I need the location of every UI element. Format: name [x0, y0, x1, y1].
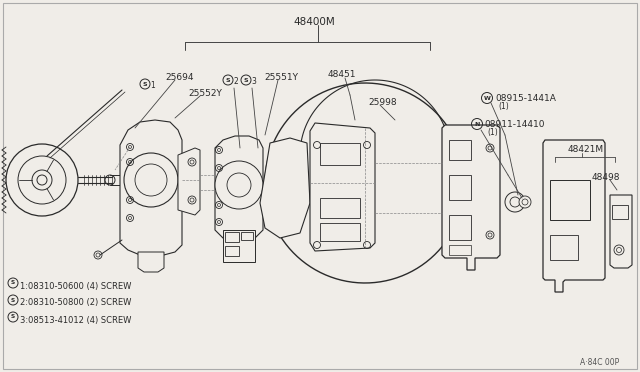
Circle shape — [215, 161, 263, 209]
Text: 1:08310-50600 (4) SCREW: 1:08310-50600 (4) SCREW — [20, 282, 131, 291]
Text: S: S — [11, 298, 15, 302]
Text: A·84C 00P: A·84C 00P — [580, 358, 620, 367]
Text: S: S — [143, 81, 147, 87]
Text: 25998: 25998 — [368, 98, 397, 107]
Polygon shape — [543, 140, 605, 292]
Text: (1): (1) — [498, 102, 509, 111]
Polygon shape — [120, 120, 182, 256]
Bar — [449, 140, 471, 160]
Text: W: W — [484, 96, 490, 100]
Bar — [225, 246, 239, 256]
Text: S: S — [244, 77, 248, 83]
Text: S: S — [11, 314, 15, 320]
Text: 25551Y: 25551Y — [264, 73, 298, 82]
Bar — [612, 205, 628, 219]
Bar — [449, 245, 471, 255]
Text: 2:08310-50800 (2) SCREW: 2:08310-50800 (2) SCREW — [20, 298, 131, 308]
Text: 48498: 48498 — [592, 173, 621, 182]
Bar — [550, 235, 578, 260]
Circle shape — [328, 161, 372, 205]
Circle shape — [505, 192, 525, 212]
Text: 3: 3 — [251, 77, 256, 86]
Text: S: S — [226, 77, 230, 83]
Text: 48421M: 48421M — [568, 145, 604, 154]
Text: 25694: 25694 — [165, 73, 193, 82]
Polygon shape — [260, 138, 310, 238]
Text: N: N — [474, 122, 480, 126]
Bar — [449, 215, 471, 240]
Text: 48451: 48451 — [328, 70, 356, 79]
Bar — [320, 223, 360, 241]
Bar — [241, 232, 253, 240]
Bar — [449, 175, 471, 200]
Polygon shape — [178, 148, 200, 215]
Text: S: S — [11, 280, 15, 285]
Polygon shape — [138, 252, 164, 272]
Text: 48400M: 48400M — [293, 17, 335, 27]
Circle shape — [519, 196, 531, 208]
Text: 08915-1441A: 08915-1441A — [495, 94, 556, 103]
Bar — [320, 198, 360, 218]
Bar — [320, 143, 360, 165]
Text: (1): (1) — [487, 128, 498, 137]
Polygon shape — [310, 123, 375, 251]
Text: 2: 2 — [233, 77, 237, 86]
Text: 25552Y: 25552Y — [188, 89, 222, 98]
Bar — [550, 180, 590, 220]
Circle shape — [124, 153, 178, 207]
Text: 08911-14410: 08911-14410 — [484, 120, 545, 129]
Text: 3:08513-41012 (4) SCREW: 3:08513-41012 (4) SCREW — [20, 315, 131, 324]
Polygon shape — [215, 136, 263, 240]
Polygon shape — [442, 125, 500, 270]
Polygon shape — [610, 195, 632, 268]
Polygon shape — [223, 230, 255, 262]
Bar — [225, 232, 239, 242]
Text: 1: 1 — [150, 81, 155, 90]
